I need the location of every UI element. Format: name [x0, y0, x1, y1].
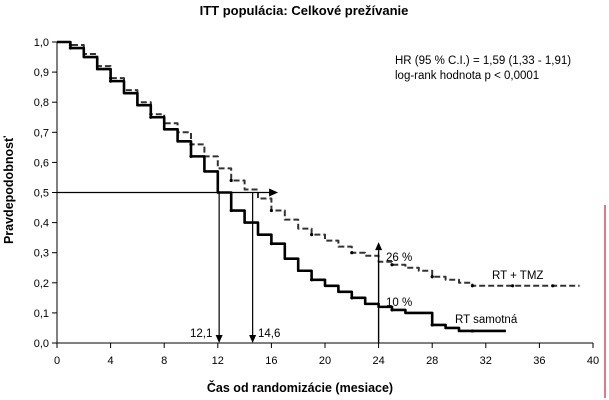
- x-tick-label: 8: [161, 355, 167, 367]
- pct-rt-label: 10 %: [386, 297, 412, 309]
- censor-mark-rt: [149, 115, 153, 119]
- censor-mark-rt-tmz: [350, 251, 354, 255]
- censor-mark-rt: [109, 79, 113, 83]
- censor-mark-rt: [229, 208, 233, 213]
- y-tick-label: 0,6: [34, 157, 49, 169]
- censor-mark-rt: [269, 242, 273, 246]
- x-tick-label: 24: [372, 355, 384, 367]
- x-tick-label: 0: [54, 355, 60, 367]
- censor-mark-rt: [470, 329, 474, 333]
- median-rt-tmz-label: 14,6: [258, 328, 280, 340]
- x-axis-label: Čas od randomizácie (mesiace): [207, 380, 393, 395]
- median-rt-drop-arrow: [215, 335, 223, 343]
- x-ticks: 0 4 8 12 16 20 24 28 32 36 40: [54, 343, 599, 367]
- y-tick-label: 1,0: [34, 37, 49, 49]
- y-tick-label: 0,9: [34, 67, 49, 79]
- median-horizontal-arrow: [269, 188, 279, 197]
- reference-lines: [57, 188, 383, 343]
- series-rt-line: [57, 40, 506, 333]
- y-tick-label: 0,5: [34, 188, 49, 200]
- x-tick-label: 36: [533, 355, 545, 367]
- logrank-text: log-rank hodnota p < 0,0001: [395, 70, 539, 82]
- y-tick-label: 0,1: [34, 308, 49, 320]
- median-rt-tmz-drop-arrow: [249, 335, 257, 343]
- censor-mark-rt-tmz: [229, 178, 233, 183]
- censor-mark-rt-tmz: [310, 233, 314, 237]
- pct-rt-tmz-label: 26 %: [386, 252, 412, 264]
- censor-mark-rt-tmz: [269, 208, 273, 213]
- x-tick-label: 16: [265, 355, 277, 367]
- y-tick-label: 0,3: [34, 248, 49, 260]
- median-rt-label: 12,1: [190, 328, 212, 340]
- hazard-ratio-text: HR (95 % C.I.) = 1,59 (1,33 - 1,91): [395, 55, 571, 67]
- y-ticks: 0,0 0,1 0,2 0,3 0,4 0,5 0,6 0,7 0,8 0,9 1,0: [34, 37, 57, 350]
- censor-mark-rt: [189, 154, 193, 158]
- censor-mark-rt: [350, 296, 354, 300]
- x-tick-label: 32: [480, 355, 492, 367]
- chart-title: ITT populácia: Celkové prežívanie: [200, 3, 409, 18]
- x-tick-label: 4: [108, 355, 114, 367]
- y-tick-label: 0,4: [34, 218, 49, 230]
- censor-mark-rt: [68, 46, 72, 50]
- censor-mark-rt-tmz: [510, 284, 515, 288]
- y-tick-label: 0,0: [34, 338, 49, 350]
- censor-mark-rt-tmz: [551, 284, 555, 288]
- x-tick-label: 20: [319, 355, 331, 367]
- censor-mark-rt-tmz: [470, 284, 474, 288]
- y-tick-label: 0,2: [34, 278, 49, 290]
- x-tick-label: 12: [212, 355, 224, 367]
- y-tick-label: 0,8: [34, 97, 49, 109]
- series-group: [57, 40, 580, 333]
- x-tick-label: 40: [587, 355, 599, 367]
- censor-mark-rt: [390, 308, 394, 312]
- x-tick-label: 28: [426, 355, 438, 367]
- censor-mark-rt: [310, 278, 314, 282]
- twoyear-vertical-arrow: [375, 242, 383, 251]
- series-label-rt: RT samotná: [455, 314, 518, 326]
- y-axis-label: Pravdepodobnosť: [2, 136, 16, 244]
- series-label-rt-tmz: RT + TMZ: [492, 270, 543, 282]
- censor-mark-rt: [430, 323, 434, 327]
- y-tick-label: 0,7: [34, 127, 49, 139]
- censor-mark-rt-tmz: [390, 263, 394, 267]
- censor-mark-rt-tmz: [430, 275, 434, 279]
